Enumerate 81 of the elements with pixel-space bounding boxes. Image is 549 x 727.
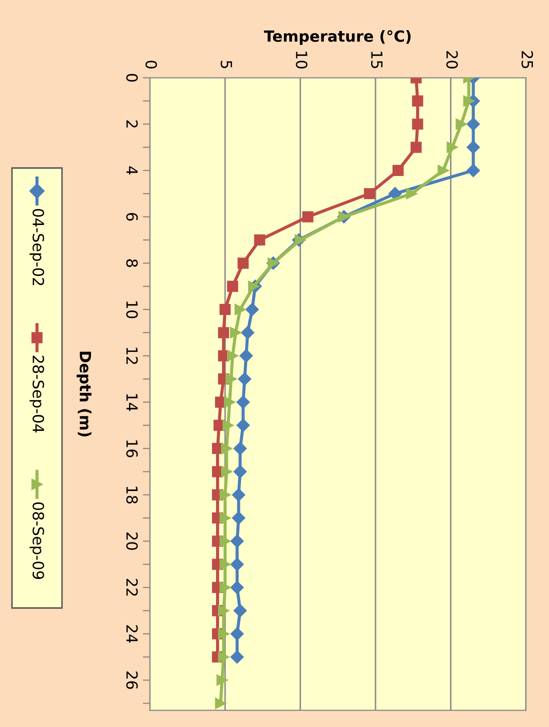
point (238, 372, 252, 386)
point (215, 698, 226, 709)
point (412, 95, 424, 107)
point (302, 211, 314, 222)
y-tick-label: 12 (126, 348, 138, 364)
point (241, 326, 254, 340)
y-tick-label: 10 (126, 301, 138, 318)
point (218, 327, 230, 338)
point (236, 418, 250, 432)
point (466, 118, 480, 131)
x-tick-label: 25 (522, 51, 534, 68)
y-tick-label: 6 (126, 213, 138, 221)
x-axis-title: Temperature (°C) (264, 30, 411, 45)
y-tick-label: 4 (126, 166, 138, 174)
point (221, 442, 232, 454)
point (230, 534, 244, 548)
y-tick-label: 14 (126, 394, 138, 412)
point (232, 488, 246, 502)
point (230, 650, 244, 664)
point (222, 420, 234, 431)
point (463, 95, 474, 107)
point (234, 304, 246, 316)
y-tick-label: 0 (126, 74, 138, 82)
y-tick-label: 8 (126, 259, 138, 267)
legend-label: 08-Sep-09 (30, 502, 44, 579)
point (234, 465, 247, 478)
y-tick-label: 22 (126, 578, 138, 596)
point (220, 558, 231, 570)
point (234, 604, 247, 618)
y-tick-label: 26 (126, 672, 138, 689)
point (388, 187, 402, 200)
point (456, 118, 467, 130)
point (246, 302, 259, 316)
point (221, 466, 232, 478)
point (220, 304, 231, 316)
y-tick-label: 24 (126, 625, 138, 643)
y-tick-label: 18 (126, 486, 138, 504)
point (220, 489, 231, 500)
point (364, 188, 376, 200)
point (218, 651, 230, 663)
x-tick-label: 15 (371, 52, 382, 68)
point (406, 188, 418, 200)
legend-label: 28-Sep-04 (30, 356, 44, 433)
point (294, 234, 306, 246)
y-axis-title: Depth (m) (76, 352, 92, 436)
x-tick-label: 20 (446, 51, 458, 68)
y-tick-label: 16 (126, 440, 138, 458)
x-tick-label: 5 (220, 60, 232, 68)
point (446, 142, 458, 153)
x-tick-label: 0 (145, 60, 157, 68)
point (438, 164, 449, 176)
point (236, 396, 250, 409)
point (238, 258, 249, 269)
point (230, 327, 242, 338)
point (232, 511, 246, 525)
y-tick-label: 20 (126, 532, 138, 550)
point (218, 628, 230, 640)
point (220, 582, 231, 594)
point (412, 118, 424, 130)
point (466, 164, 480, 178)
point (230, 558, 244, 571)
point (227, 350, 238, 362)
legend-label: 04-Sep-02 (30, 209, 44, 286)
point (230, 580, 244, 594)
point (410, 142, 422, 153)
point (224, 396, 236, 408)
point (226, 373, 237, 385)
point (227, 280, 238, 292)
point (230, 627, 244, 640)
point (216, 674, 228, 686)
point (248, 280, 260, 292)
point (392, 164, 404, 176)
point (218, 605, 230, 616)
point (220, 512, 231, 524)
point (234, 442, 247, 456)
x-tick-label: 10 (296, 52, 308, 68)
point (254, 234, 266, 246)
point (220, 536, 231, 547)
point (240, 349, 253, 362)
y-tick-label: 2 (126, 120, 138, 128)
point (466, 140, 480, 154)
